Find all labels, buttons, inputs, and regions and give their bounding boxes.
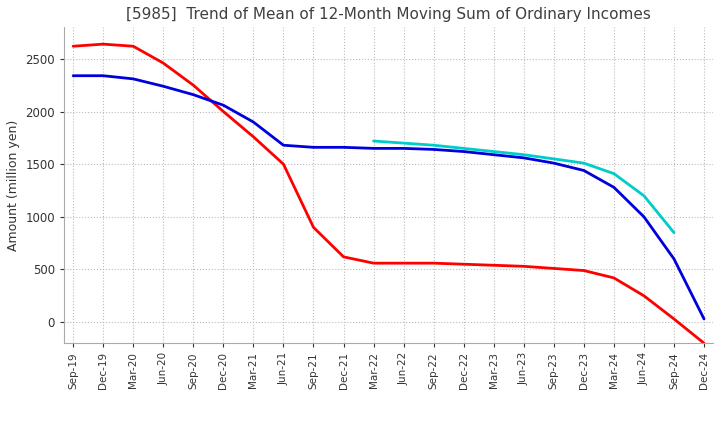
Title: [5985]  Trend of Mean of 12-Month Moving Sum of Ordinary Incomes: [5985] Trend of Mean of 12-Month Moving … bbox=[126, 7, 651, 22]
Y-axis label: Amount (million yen): Amount (million yen) bbox=[7, 120, 20, 251]
